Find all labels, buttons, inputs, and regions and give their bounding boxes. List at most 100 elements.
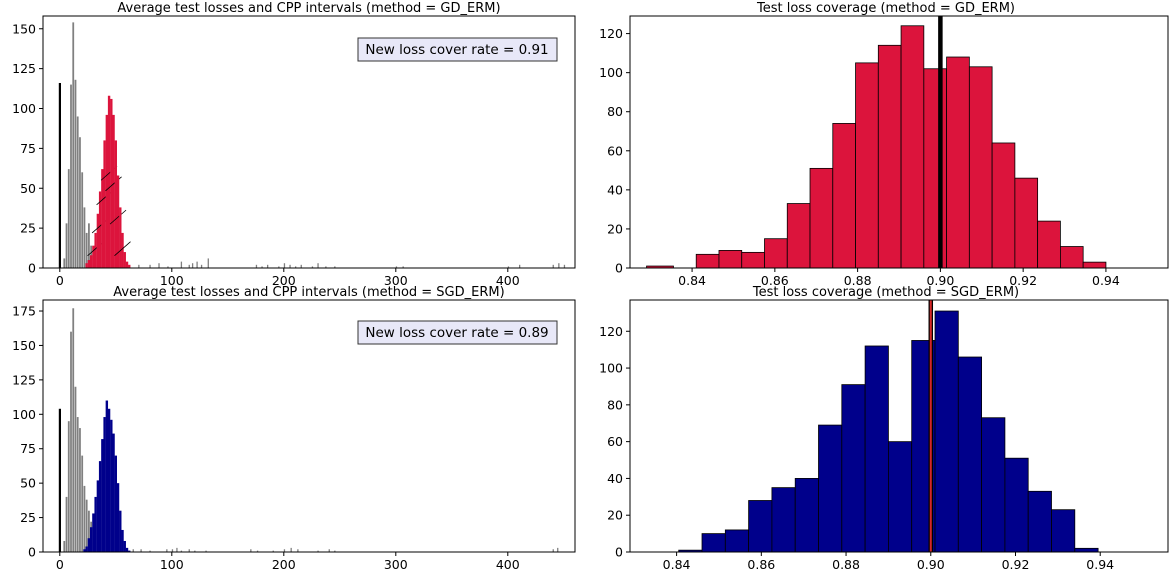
coverage-bar — [718, 250, 743, 269]
outlier-bar — [563, 264, 566, 268]
panel-gd-coverage-title: Test loss coverage (method = GD_ERM) — [756, 1, 1015, 16]
baseline-bar — [58, 82, 61, 269]
y-tick-label: 100 — [12, 101, 36, 116]
y-tick-label: 0 — [28, 545, 36, 560]
x-tick-label: 0.90 — [926, 273, 954, 288]
x-tick-label: 0.88 — [844, 273, 872, 288]
outlier-bar — [317, 263, 319, 268]
y-tick-label: 120 — [599, 324, 623, 339]
coverage-bar — [991, 142, 1016, 269]
interval-bar — [94, 232, 97, 268]
interval-bar — [125, 261, 129, 268]
outlier-bar — [149, 264, 151, 268]
panel-sgd-losses-frame — [42, 299, 576, 553]
y-tick-label: 40 — [607, 182, 623, 197]
panel-sgd-coverage-title: Test loss coverage (method = SGD_ERM) — [752, 285, 1019, 300]
y-tick-label: 25 — [20, 510, 36, 525]
panel-gd-losses-annotation: New loss cover rate = 0.91 — [365, 42, 548, 58]
panel-sgd-losses-legend-box — [357, 320, 558, 345]
outlier-bar — [311, 266, 314, 268]
coverage-bar — [1004, 457, 1029, 553]
x-tick-label: 0.94 — [1092, 273, 1120, 288]
panel-sgd-coverage: Test loss coverage (method = SGD_ERM) 0.… — [599, 285, 1169, 572]
outlier-bar — [188, 549, 190, 552]
test-loss-bar — [83, 207, 86, 268]
interval-bar — [121, 232, 124, 268]
outlier-bar — [167, 266, 169, 268]
interval-bar — [92, 513, 95, 552]
outlier-bar — [334, 550, 336, 552]
coverage-bar — [786, 203, 811, 269]
test-loss-bar — [65, 496, 68, 552]
test-loss-bar — [67, 421, 70, 552]
x-tick-label: 0 — [56, 557, 64, 572]
x-tick-label: 0.86 — [747, 557, 775, 572]
interval-bar — [119, 207, 122, 268]
interval-bar — [92, 245, 95, 268]
x-tick-label: 300 — [384, 557, 408, 572]
test-loss-bar — [79, 137, 81, 268]
coverage-bar — [1074, 547, 1099, 553]
outlier-bar — [317, 550, 319, 552]
test-loss-bar — [88, 510, 90, 552]
test-loss-bar — [79, 428, 81, 552]
outlier-bar — [205, 550, 207, 552]
test-loss-bar — [70, 84, 72, 268]
y-tick-label: 75 — [20, 441, 36, 456]
x-tick-label: 400 — [496, 273, 520, 288]
panel-gd-losses-title: Average test losses and CPP intervals (m… — [117, 1, 500, 16]
x-tick-label: 0.90 — [917, 557, 945, 572]
coverage-bar — [1082, 261, 1107, 269]
y-tick-label: 20 — [607, 508, 623, 523]
outlier-bar — [325, 266, 327, 268]
interval-bar — [105, 114, 109, 268]
interval-bar — [116, 483, 120, 552]
outlier-bar — [283, 549, 286, 552]
coverage-bar — [934, 310, 959, 553]
coverage-bar — [809, 167, 834, 269]
interval-bar — [87, 260, 91, 268]
panel-sgd-losses-annotation: New loss cover rate = 0.89 — [365, 325, 548, 341]
interval-bar — [116, 175, 120, 268]
interval-bar — [96, 480, 100, 552]
outlier-bar — [196, 261, 198, 268]
test-loss-bar — [81, 455, 84, 552]
outlier-bar — [297, 549, 299, 552]
outlier-bar — [290, 547, 292, 552]
y-tick-label: 125 — [12, 61, 36, 76]
test-loss-bar — [83, 485, 86, 552]
outlier-bar — [267, 264, 269, 268]
test-loss-bar — [76, 417, 79, 552]
interval-bar — [121, 529, 124, 552]
test-loss-bar — [72, 308, 75, 552]
outlier-bar — [176, 547, 178, 552]
x-tick-label: 0.88 — [832, 557, 860, 572]
x-tick-label: 400 — [496, 557, 520, 572]
coverage-bar — [1037, 220, 1061, 269]
outlier-bar — [283, 263, 286, 268]
coverage-bar — [818, 424, 843, 553]
outlier-bar — [200, 264, 203, 268]
interval-bar — [85, 263, 88, 268]
x-tick-label: 300 — [384, 273, 408, 288]
outlier-bar — [138, 264, 140, 268]
interval-bar — [110, 98, 113, 268]
interval-bar — [87, 538, 91, 552]
y-tick-label: 60 — [607, 143, 623, 158]
outlier-bar — [158, 263, 160, 268]
outlier-bar — [191, 263, 194, 268]
outlier-bar — [328, 549, 330, 552]
interval-bar — [119, 510, 122, 552]
interval-bar — [114, 455, 117, 552]
outlier-bar — [171, 549, 174, 552]
coverage-bar — [900, 25, 925, 269]
test-loss-bar — [63, 540, 66, 552]
interval-bar — [83, 549, 86, 552]
y-tick-label: 175 — [12, 304, 36, 319]
y-tick-label: 100 — [599, 65, 623, 80]
interval-bar — [107, 95, 111, 269]
interval-bar — [107, 408, 111, 552]
panel-gd-losses-frame — [42, 15, 576, 269]
outlier-bar — [558, 263, 560, 268]
y-tick-label: 20 — [607, 221, 623, 236]
